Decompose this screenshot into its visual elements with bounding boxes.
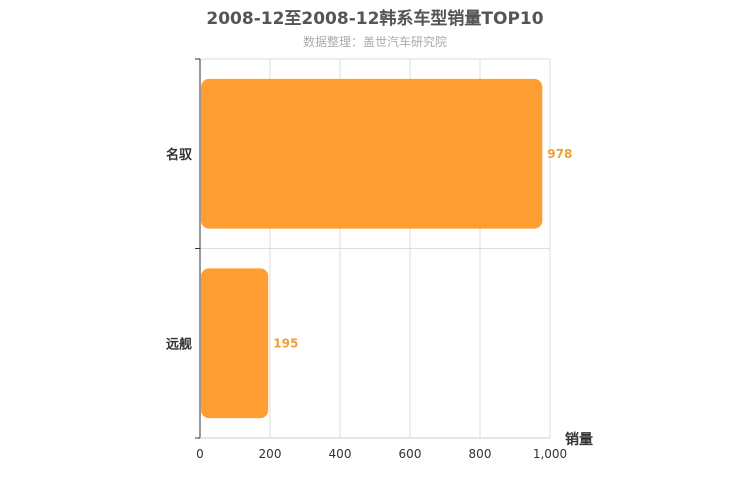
x-tick-label-800: 800 [469,447,492,461]
x-tick-label-1000: 1,000 [533,447,567,461]
category-label-1: 远舰 [166,336,192,352]
x-tick-label-400: 400 [329,447,352,461]
bars [201,78,543,419]
chart-title: 2008-12至2008-12韩系车型销量TOP10 [206,9,544,29]
category-label-0: 名驭 [166,147,193,163]
chart-subtitle: 数据整理：盖世汽车研究院 [302,35,447,49]
value-label-1: 195 [273,336,298,350]
axes [195,58,550,439]
x-tick-label-600: 600 [399,447,422,461]
x-tick-label-0: 0 [196,447,204,461]
value-label-0: 978 [547,147,572,161]
bar-1 [201,268,269,419]
bar-0 [201,78,543,229]
x-tick-label-200: 200 [259,447,282,461]
x-axis-title: 销量 [565,431,593,448]
